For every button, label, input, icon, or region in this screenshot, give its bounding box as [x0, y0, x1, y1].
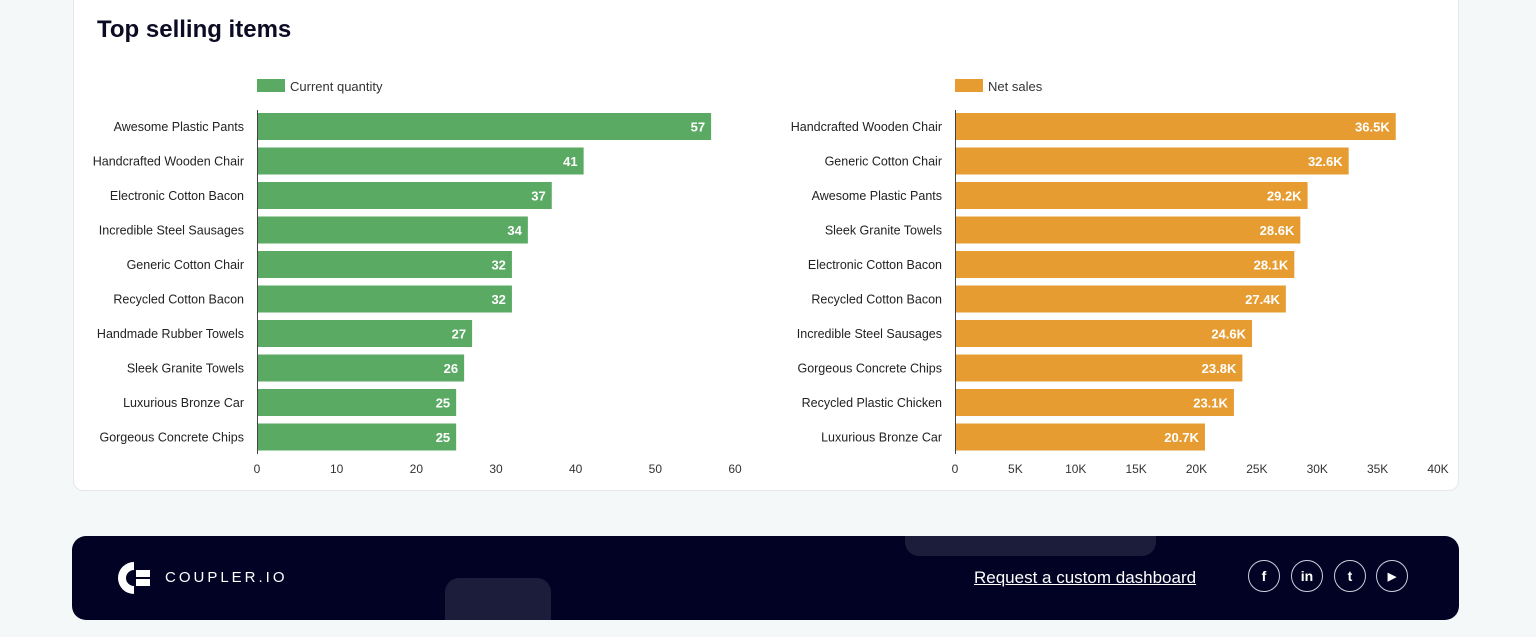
data-label: 32 [491, 292, 505, 307]
tick-label: 30K [1307, 462, 1328, 476]
twitter-icon[interactable]: t [1334, 560, 1366, 592]
category-label: Electronic Cotton Bacon [110, 189, 244, 203]
legend-swatch [955, 79, 983, 92]
bar [955, 354, 1243, 382]
tick-label: 20 [410, 462, 424, 476]
bar [955, 285, 1286, 313]
bar [257, 147, 584, 175]
tick-label: 10 [330, 462, 344, 476]
tick-label: 60 [728, 462, 742, 476]
bar [257, 182, 552, 209]
footer: COUPLER.IO Request a custom dashboard f … [72, 536, 1459, 620]
bar [257, 320, 473, 347]
coupler-logo-icon [118, 562, 150, 594]
bar [257, 423, 457, 451]
bar [955, 147, 1349, 175]
tick-label: 30 [489, 462, 503, 476]
tick-label: 25K [1246, 462, 1267, 476]
tick-label: 50 [649, 462, 663, 476]
data-label: 24.6K [1211, 327, 1246, 342]
category-label: Luxurious Bronze Car [821, 431, 942, 445]
youtube-glyph: ▶ [1387, 570, 1397, 583]
data-label: 29.2K [1267, 189, 1302, 204]
footer-decoration [905, 536, 1156, 556]
data-label: 26 [444, 361, 458, 376]
tick-label: 40K [1427, 462, 1448, 476]
bar [955, 389, 1234, 416]
data-label: 32.6K [1308, 154, 1343, 169]
data-label: 25 [436, 396, 450, 411]
data-label: 41 [563, 154, 577, 169]
legend-swatch [257, 79, 285, 92]
data-label: 27 [452, 327, 466, 342]
category-label: Incredible Steel Sausages [99, 224, 244, 238]
tick-label: 35K [1367, 462, 1388, 476]
category-label: Recycled Cotton Bacon [811, 293, 942, 307]
bar [257, 251, 512, 278]
request-dashboard-link[interactable]: Request a custom dashboard [974, 568, 1197, 587]
tick-label: 20K [1186, 462, 1207, 476]
data-label: 28.6K [1260, 223, 1295, 238]
category-label: Sleek Granite Towels [825, 224, 942, 238]
youtube-icon[interactable]: ▶ [1376, 560, 1408, 592]
tick-label: 0 [254, 462, 261, 476]
data-label: 32 [491, 258, 505, 273]
data-label: 27.4K [1245, 292, 1280, 307]
bar [955, 320, 1253, 347]
category-label: Recycled Plastic Chicken [802, 396, 942, 410]
twitter-glyph: t [1347, 568, 1353, 584]
category-label: Awesome Plastic Pants [114, 120, 244, 134]
data-label: 37 [531, 189, 545, 204]
category-label: Recycled Cotton Bacon [113, 293, 244, 307]
bar [257, 285, 512, 313]
data-label: 23.8K [1202, 361, 1237, 376]
category-label: Awesome Plastic Pants [812, 189, 942, 203]
category-label: Handcrafted Wooden Chair [791, 120, 942, 134]
bar [955, 182, 1308, 209]
category-label: Incredible Steel Sausages [797, 327, 942, 341]
tick-label: 0 [952, 462, 959, 476]
category-label: Generic Cotton Chair [825, 155, 942, 169]
page-title: Top selling items [97, 16, 292, 43]
bar [257, 354, 465, 382]
tick-label: 15K [1125, 462, 1146, 476]
data-label: 28.1K [1254, 258, 1289, 273]
bar [257, 389, 457, 416]
brand-name: COUPLER.IO [165, 569, 288, 586]
data-label: 36.5K [1355, 120, 1390, 135]
facebook-icon[interactable]: f [1248, 560, 1280, 592]
bar [955, 251, 1295, 278]
category-label: Gorgeous Concrete Chips [797, 362, 942, 376]
footer-decoration [445, 578, 551, 620]
tick-label: 10K [1065, 462, 1086, 476]
facebook-glyph: f [1261, 568, 1267, 584]
data-label: 25 [436, 430, 450, 445]
legend-label: Current quantity [290, 79, 383, 94]
linkedin-icon[interactable]: in [1291, 560, 1323, 592]
data-label: 20.7K [1164, 430, 1199, 445]
category-label: Gorgeous Concrete Chips [99, 431, 244, 445]
category-label: Sleek Granite Towels [127, 362, 244, 376]
bar [257, 113, 712, 140]
data-label: 34 [507, 223, 522, 238]
category-label: Generic Cotton Chair [127, 258, 244, 272]
legend-label: Net sales [988, 79, 1043, 94]
bar [955, 113, 1396, 140]
charts-area: Current quantity Awesome Plastic Pants 57 H… [93, 79, 1449, 476]
category-label: Electronic Cotton Bacon [808, 258, 942, 272]
bar [955, 423, 1205, 451]
tick-label: 5K [1008, 462, 1023, 476]
category-label: Handmade Rubber Towels [97, 327, 244, 341]
category-label: Luxurious Bronze Car [123, 396, 244, 410]
category-label: Handcrafted Wooden Chair [93, 155, 244, 169]
bar [257, 216, 528, 244]
tick-label: 40 [569, 462, 583, 476]
bar [955, 216, 1301, 244]
linkedin-glyph: in [1300, 568, 1314, 584]
data-label: 23.1K [1193, 396, 1228, 411]
data-label: 57 [691, 120, 705, 135]
